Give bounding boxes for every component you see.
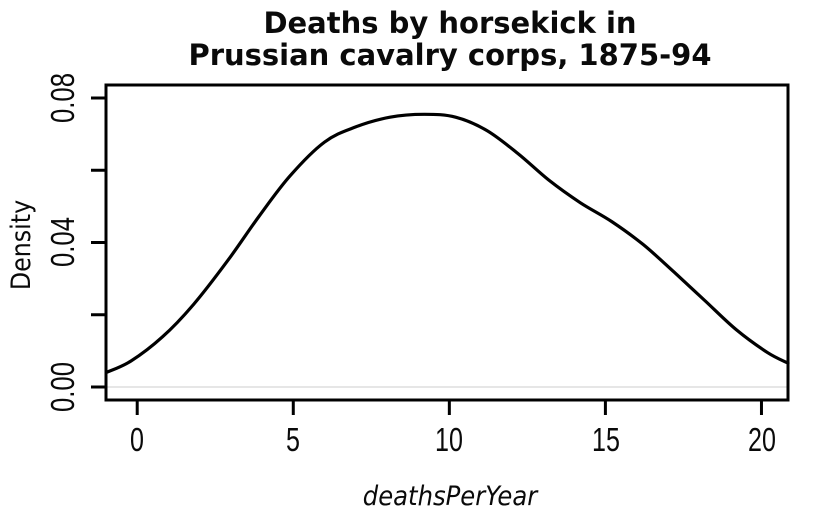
chart-title: Deaths by horsekick in Prussian cavalry … [106,7,794,71]
x-tick-label-10: 10 [435,421,463,458]
y-tick-label-0.04: 0.04 [44,216,81,268]
y-tick-label-0.00: 0.00 [44,361,81,413]
plot-box [104,83,790,402]
chart-title-line2: Prussian cavalry corps, 1875-94 [188,38,712,72]
x-tick-label-5: 5 [286,421,300,458]
density-curve [104,112,790,375]
y-axis-title: Density [6,199,37,291]
x-tick-label-0: 0 [130,421,144,458]
x-tick-label-15: 15 [592,421,620,458]
y-tick-label-0.08: 0.08 [44,72,81,124]
x-tick-label-20: 20 [748,421,776,458]
chart-title-line1: Deaths by horsekick in [263,6,637,40]
x-axis-title: deathsPerYear [362,481,538,512]
